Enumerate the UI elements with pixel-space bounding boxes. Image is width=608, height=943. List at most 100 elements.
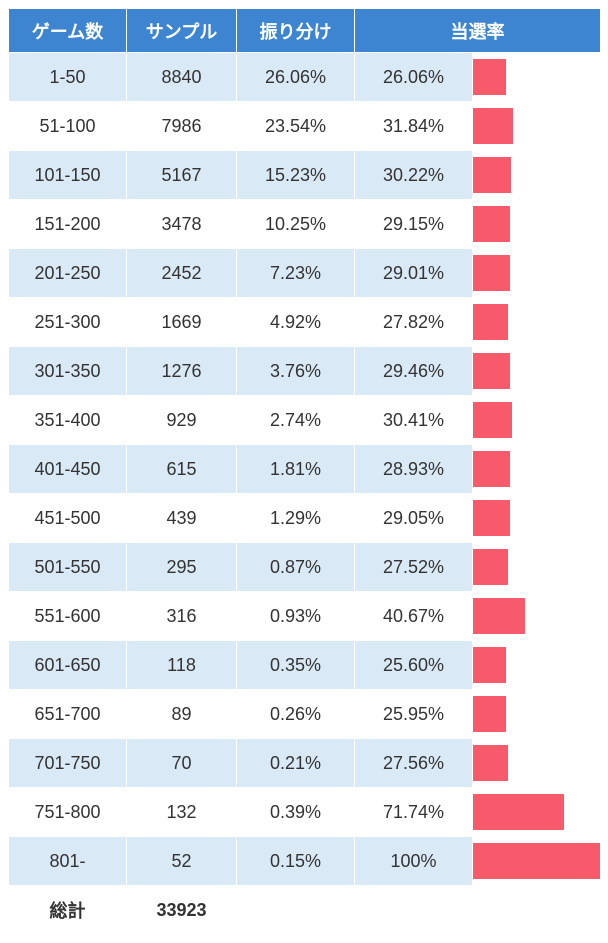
cell-dist: 0.21% (237, 739, 355, 788)
cell-dist: 0.39% (237, 788, 355, 837)
cell-sample: 295 (127, 543, 237, 592)
rate-bar-fill (473, 549, 508, 585)
cell-rate-bar (473, 592, 601, 641)
cell-sample: 52 (127, 837, 237, 886)
cell-game: 51-100 (9, 102, 127, 151)
cell-game: 351-400 (9, 396, 127, 445)
cell-rate-bar (473, 543, 601, 592)
cell-rate: 40.67% (355, 592, 473, 641)
rate-bar-fill (473, 745, 508, 781)
cell-game: 701-750 (9, 739, 127, 788)
total-sample: 33923 (127, 886, 237, 935)
table-body: 1-50884026.06%26.06%51-100798623.54%31.8… (9, 53, 601, 886)
table-total-row: 総計 33923 (9, 886, 601, 935)
cell-sample: 316 (127, 592, 237, 641)
cell-sample: 7986 (127, 102, 237, 151)
col-header-sample: サンプル (127, 9, 237, 53)
table-row: 1-50884026.06%26.06% (9, 53, 601, 102)
cell-rate: 100% (355, 837, 473, 886)
cell-rate-bar (473, 396, 601, 445)
cell-game: 101-150 (9, 151, 127, 200)
cell-sample: 5167 (127, 151, 237, 200)
cell-rate-bar (473, 298, 601, 347)
col-header-rate: 当選率 (355, 9, 601, 53)
cell-rate: 30.41% (355, 396, 473, 445)
cell-rate: 27.52% (355, 543, 473, 592)
cell-dist: 0.15% (237, 837, 355, 886)
cell-rate-bar (473, 200, 601, 249)
rate-bar-fill (473, 647, 506, 683)
cell-rate-bar (473, 837, 601, 886)
cell-game: 801- (9, 837, 127, 886)
rate-bar-fill (473, 696, 506, 732)
table-row: 351-4009292.74%30.41% (9, 396, 601, 445)
table-row: 701-750700.21%27.56% (9, 739, 601, 788)
table-row: 151-200347810.25%29.15% (9, 200, 601, 249)
cell-rate: 30.22% (355, 151, 473, 200)
cell-rate-bar (473, 641, 601, 690)
rate-bar-fill (473, 206, 510, 242)
cell-dist: 15.23% (237, 151, 355, 200)
cell-game: 551-600 (9, 592, 127, 641)
cell-game: 401-450 (9, 445, 127, 494)
table-row: 201-25024527.23%29.01% (9, 249, 601, 298)
cell-rate-bar (473, 739, 601, 788)
cell-rate: 27.56% (355, 739, 473, 788)
cell-sample: 2452 (127, 249, 237, 298)
table-header-row: ゲーム数 サンプル 振り分け 当選率 (9, 9, 601, 53)
cell-dist: 10.25% (237, 200, 355, 249)
cell-game: 301-350 (9, 347, 127, 396)
cell-sample: 8840 (127, 53, 237, 102)
table-row: 301-35012763.76%29.46% (9, 347, 601, 396)
cell-rate-bar (473, 494, 601, 543)
cell-sample: 929 (127, 396, 237, 445)
cell-rate: 29.01% (355, 249, 473, 298)
cell-rate: 71.74% (355, 788, 473, 837)
cell-sample: 132 (127, 788, 237, 837)
cell-rate-bar (473, 53, 601, 102)
table-row: 551-6003160.93%40.67% (9, 592, 601, 641)
cell-sample: 1669 (127, 298, 237, 347)
cell-sample: 89 (127, 690, 237, 739)
cell-rate-bar (473, 445, 601, 494)
rate-bar-fill (473, 59, 506, 95)
cell-game: 251-300 (9, 298, 127, 347)
table-row: 501-5502950.87%27.52% (9, 543, 601, 592)
cell-rate: 31.84% (355, 102, 473, 151)
rate-bar-fill (473, 598, 525, 634)
rate-bar-fill (473, 157, 511, 193)
cell-rate: 29.46% (355, 347, 473, 396)
rate-bar-fill (473, 402, 512, 438)
cell-rate: 25.95% (355, 690, 473, 739)
cell-sample: 439 (127, 494, 237, 543)
cell-rate-bar (473, 249, 601, 298)
table-row: 601-6501180.35%25.60% (9, 641, 601, 690)
cell-dist: 26.06% (237, 53, 355, 102)
cell-sample: 118 (127, 641, 237, 690)
cell-game: 1-50 (9, 53, 127, 102)
cell-dist: 0.26% (237, 690, 355, 739)
rate-bar-fill (473, 108, 513, 144)
cell-rate-bar (473, 347, 601, 396)
cell-game: 651-700 (9, 690, 127, 739)
rate-bar-fill (473, 304, 508, 340)
rate-bar-fill (473, 255, 510, 291)
cell-game: 601-650 (9, 641, 127, 690)
table-row: 51-100798623.54%31.84% (9, 102, 601, 151)
table-row: 101-150516715.23%30.22% (9, 151, 601, 200)
cell-sample: 615 (127, 445, 237, 494)
cell-dist: 3.76% (237, 347, 355, 396)
cell-rate: 26.06% (355, 53, 473, 102)
table-row: 251-30016694.92%27.82% (9, 298, 601, 347)
cell-dist: 1.29% (237, 494, 355, 543)
cell-dist: 1.81% (237, 445, 355, 494)
cell-rate: 25.60% (355, 641, 473, 690)
cell-game: 201-250 (9, 249, 127, 298)
rate-bar-fill (473, 451, 510, 487)
cell-sample: 1276 (127, 347, 237, 396)
cell-game: 751-800 (9, 788, 127, 837)
cell-rate-bar (473, 690, 601, 739)
table-row: 751-8001320.39%71.74% (9, 788, 601, 837)
col-header-dist: 振り分け (237, 9, 355, 53)
cell-dist: 0.93% (237, 592, 355, 641)
